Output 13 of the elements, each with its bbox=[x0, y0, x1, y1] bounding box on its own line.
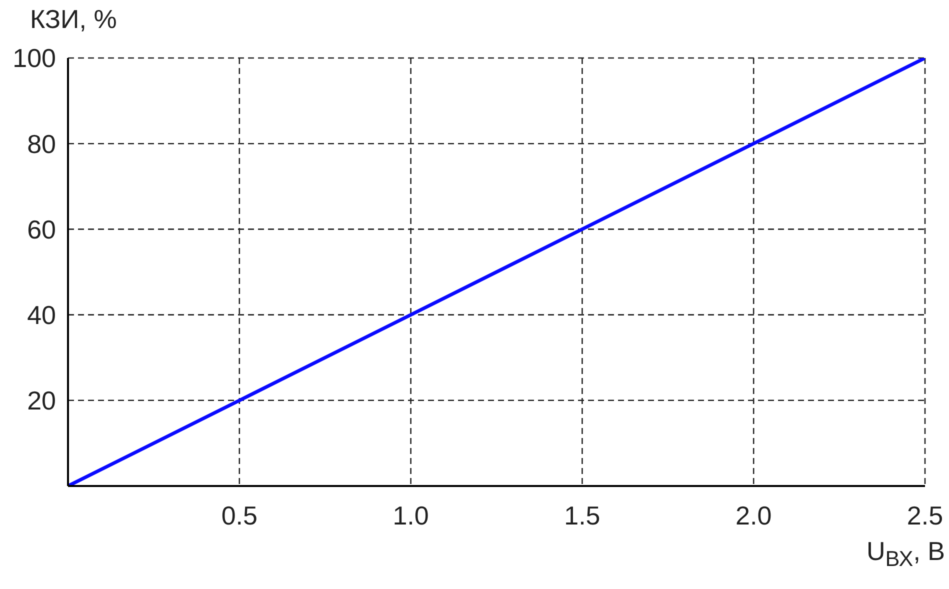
x-tick-label: 1.0 bbox=[392, 500, 429, 530]
line-series bbox=[68, 58, 925, 486]
x-tick-label: 1.5 bbox=[564, 500, 600, 530]
y-tick-label: 80 bbox=[27, 128, 56, 159]
y-axis-title: КЗИ, % bbox=[30, 4, 117, 35]
y-tick-label: 60 bbox=[27, 214, 56, 244]
x-axis-title: U$_{ВХ}$, В bbox=[866, 536, 945, 572]
x-tick-label: 0.5 bbox=[221, 500, 258, 530]
y-tick-label: 100 bbox=[12, 43, 56, 74]
x-tick-label: 2.5 bbox=[906, 500, 944, 530]
x-tick-label: 2.0 bbox=[736, 500, 772, 530]
y-tick-label: 40 bbox=[27, 300, 56, 330]
y-tick-label: 20 bbox=[27, 386, 56, 416]
